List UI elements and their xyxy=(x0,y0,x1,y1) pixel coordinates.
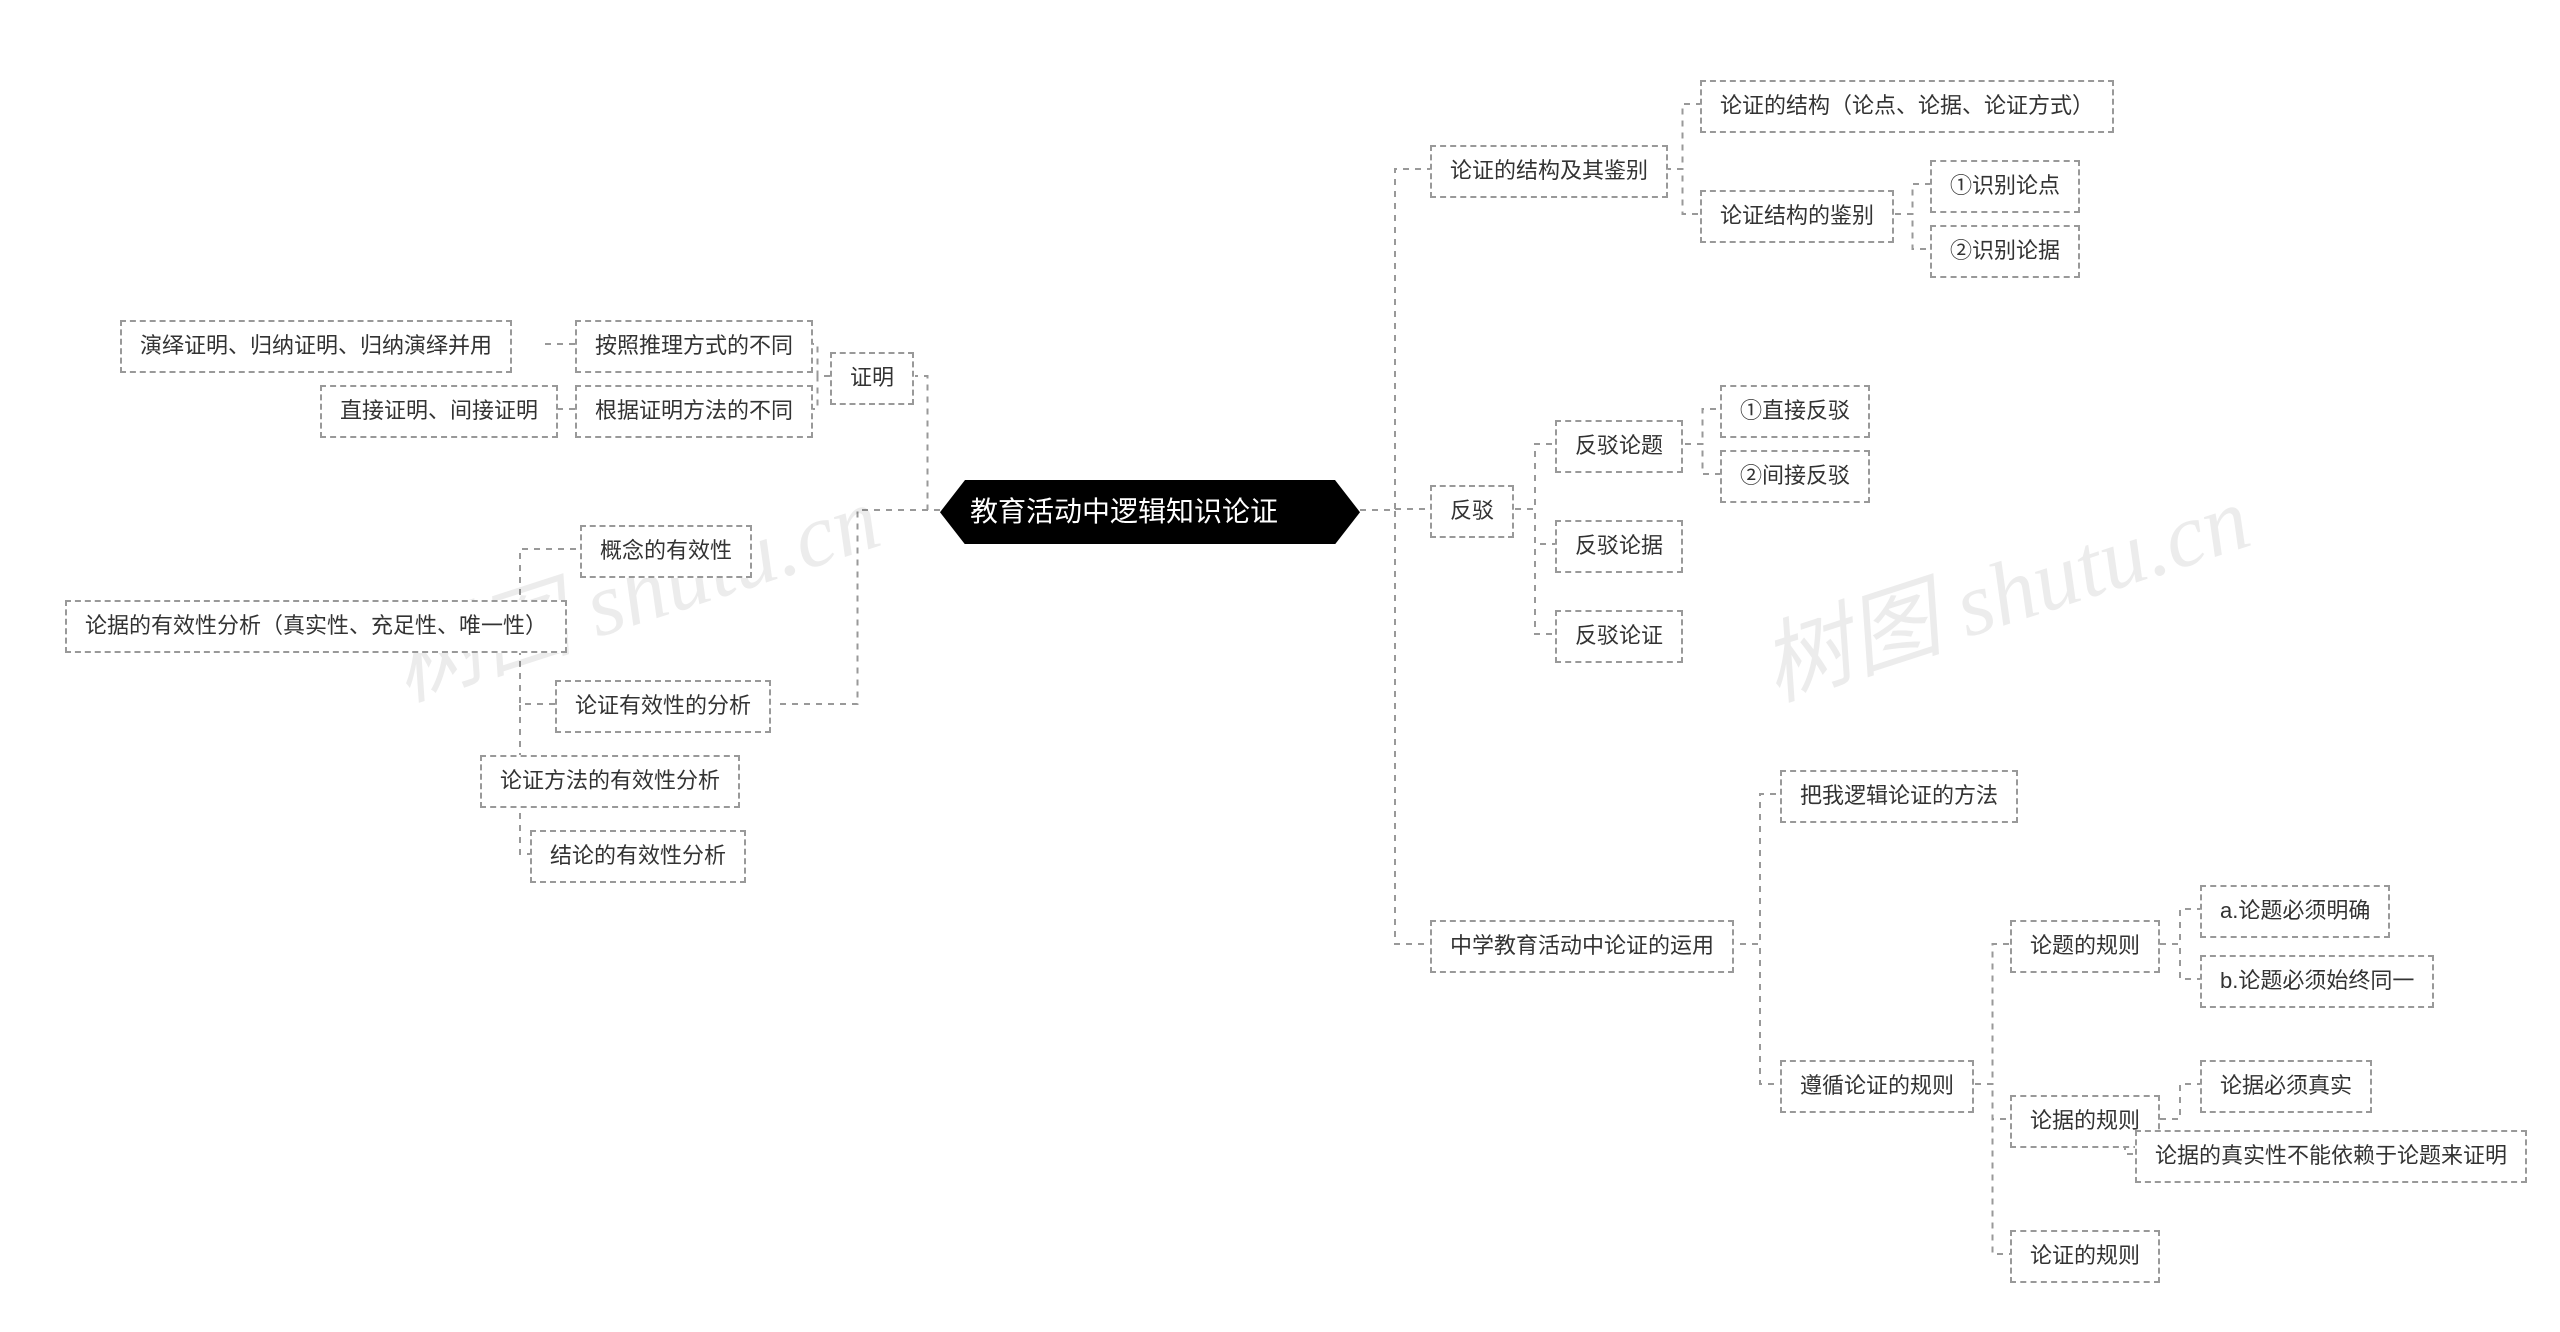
node-middle_edu: 中学教育活动中论证的运用 xyxy=(1430,920,1734,973)
edge-root-proof xyxy=(915,376,940,510)
node-method_valid: 论证方法的有效性分析 xyxy=(480,755,740,808)
node-validity: 论证有效性的分析 xyxy=(555,680,771,733)
node-concept_valid: 概念的有效性 xyxy=(580,525,752,578)
node-by_reasoning: 按照推理方式的不同 xyxy=(575,320,813,373)
edge-struct_identify-ident1 xyxy=(1895,184,1930,214)
node-trule_a: a.论题必须明确 xyxy=(2200,885,2390,938)
edge-root-middle_edu xyxy=(1360,510,1430,944)
node-refute_direct: ①直接反驳 xyxy=(1720,385,1870,438)
node-direct_indirect: 直接证明、间接证明 xyxy=(320,385,558,438)
node-by_method: 根据证明方法的不同 xyxy=(575,385,813,438)
edge-refute-refute_thesis xyxy=(1515,444,1555,509)
edge-root-validity xyxy=(775,510,940,704)
edge-thesis_rules-trule_b xyxy=(2160,944,2200,979)
node-erule_a: 论据必须真实 xyxy=(2200,1060,2372,1113)
node-refute_evidence: 反驳论据 xyxy=(1555,520,1683,573)
edge-follow_rules-thesis_rules xyxy=(1975,944,2010,1084)
node-thesis_rules: 论题的规则 xyxy=(2010,920,2160,973)
node-structure: 论证的结构及其鉴别 xyxy=(1430,145,1668,198)
root-node: 教育活动中逻辑知识论证 xyxy=(940,480,1360,544)
node-ident2: ②识别论据 xyxy=(1930,225,2080,278)
edge-follow_rules-argument_rules xyxy=(1975,1084,2010,1254)
edge-refute_thesis-refute_direct xyxy=(1685,409,1720,444)
edge-refute-refute_argument xyxy=(1515,509,1555,634)
edge-follow_rules-evidence_rules xyxy=(1975,1084,2010,1119)
edge-root-structure xyxy=(1360,169,1430,510)
edge-root-refute xyxy=(1360,509,1430,510)
edge-middle_edu-follow_rules xyxy=(1740,944,1780,1084)
edge-struct_identify-ident2 xyxy=(1895,214,1930,249)
node-follow_rules: 遵循论证的规则 xyxy=(1780,1060,1974,1113)
node-proof: 证明 xyxy=(830,352,914,405)
edge-structure-struct_identify xyxy=(1665,169,1700,214)
edge-evidence_rules-erule_a xyxy=(2160,1084,2200,1119)
edge-structure-struct_detail xyxy=(1665,104,1700,169)
node-refute_thesis: 反驳论题 xyxy=(1555,420,1683,473)
edge-refute_thesis-refute_indirect xyxy=(1685,444,1720,474)
node-deduct_induct: 演绎证明、归纳证明、归纳演绎并用 xyxy=(120,320,512,373)
edge-middle_edu-grasp_method xyxy=(1740,794,1780,944)
edge-thesis_rules-trule_a xyxy=(2160,909,2200,944)
node-erule_b: 论据的真实性不能依赖于论题来证明 xyxy=(2135,1130,2527,1183)
node-evidence_valid: 论据的有效性分析（真实性、充足性、唯一性） xyxy=(65,600,567,653)
node-refute_argument: 反驳论证 xyxy=(1555,610,1683,663)
node-struct_detail: 论证的结构（论点、论据、论证方式） xyxy=(1700,80,2114,133)
node-ident1: ①识别论点 xyxy=(1930,160,2080,213)
node-trule_b: b.论题必须始终同一 xyxy=(2200,955,2434,1008)
node-conclusion_valid: 结论的有效性分析 xyxy=(530,830,746,883)
node-struct_identify: 论证结构的鉴别 xyxy=(1700,190,1894,243)
node-grasp_method: 把我逻辑论证的方法 xyxy=(1780,770,2018,823)
edge-refute-refute_evidence xyxy=(1515,509,1555,544)
node-argument_rules: 论证的规则 xyxy=(2010,1230,2160,1283)
node-refute: 反驳 xyxy=(1430,485,1514,538)
node-refute_indirect: ②间接反驳 xyxy=(1720,450,1870,503)
